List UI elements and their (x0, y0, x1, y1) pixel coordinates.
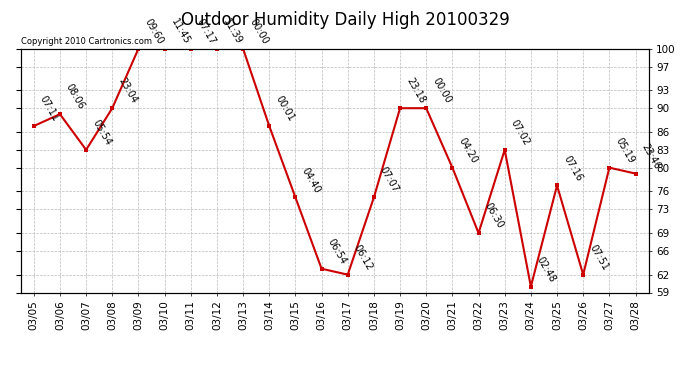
Text: 04:40: 04:40 (299, 166, 322, 195)
Text: 06:30: 06:30 (483, 201, 505, 230)
Text: 00:01: 00:01 (273, 94, 296, 123)
Text: 23:46: 23:46 (640, 142, 662, 171)
Text: 06:54: 06:54 (326, 237, 348, 266)
Text: 08:06: 08:06 (64, 82, 87, 111)
Text: 07:07: 07:07 (378, 165, 401, 195)
Text: 04:20: 04:20 (457, 136, 479, 165)
Text: Outdoor Humidity Daily High 20100329: Outdoor Humidity Daily High 20100329 (181, 11, 509, 29)
Text: 07:17: 07:17 (195, 17, 217, 46)
Text: 07:16: 07:16 (561, 154, 584, 183)
Text: 07:02: 07:02 (509, 118, 531, 147)
Text: 11:45: 11:45 (169, 17, 191, 46)
Text: 00:00: 00:00 (431, 76, 453, 105)
Text: Copyright 2010 Cartronics.com: Copyright 2010 Cartronics.com (21, 38, 152, 46)
Text: 02:48: 02:48 (535, 255, 558, 284)
Text: 00:00: 00:00 (247, 17, 270, 46)
Text: 05:54: 05:54 (90, 118, 113, 147)
Text: 07:51: 07:51 (587, 243, 610, 272)
Text: 09:60: 09:60 (143, 17, 165, 46)
Text: 11:39: 11:39 (221, 17, 244, 46)
Text: 05:19: 05:19 (613, 136, 636, 165)
Text: 07:11: 07:11 (38, 94, 61, 123)
Text: 06:12: 06:12 (352, 243, 375, 272)
Text: 23:18: 23:18 (404, 76, 427, 105)
Text: 23:04: 23:04 (117, 76, 139, 105)
